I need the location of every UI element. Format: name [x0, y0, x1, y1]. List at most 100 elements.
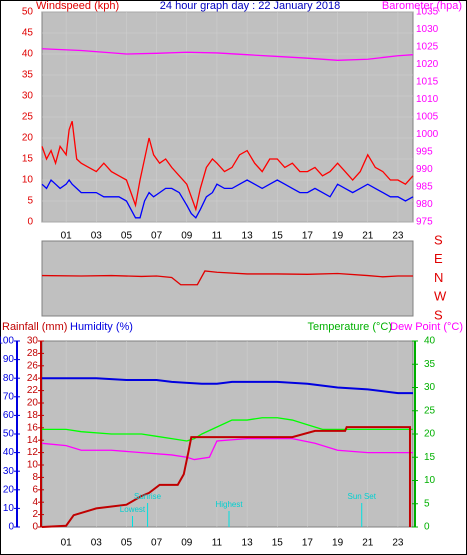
- y-tick-label: 985: [416, 182, 433, 193]
- y-tick-label: 10: [27, 460, 39, 471]
- y-tick-label: 1035: [416, 7, 439, 18]
- y-tick-label: 90: [3, 354, 15, 365]
- series-line: [42, 417, 413, 442]
- y-tick-label: 24: [27, 373, 39, 384]
- x-tick-label: 09: [181, 538, 193, 549]
- series-line: [41, 178, 414, 219]
- y-tick-label: 30: [424, 382, 436, 393]
- y-tick-label: 10: [22, 175, 34, 186]
- y-tick-label: S: [434, 307, 443, 322]
- y-tick-label: 16: [27, 422, 39, 433]
- y-tick-label: 30: [22, 91, 34, 102]
- y-tick-label: 50: [3, 429, 15, 440]
- y-tick-label: N: [434, 270, 443, 285]
- x-tick-label: 01: [61, 231, 73, 242]
- x-tick-label: 05: [121, 231, 133, 242]
- y-tick-label: 35: [22, 70, 34, 81]
- y-tick-label: 20: [3, 484, 15, 495]
- x-tick-label: 21: [362, 538, 374, 549]
- x-tick-label: 01: [61, 538, 73, 549]
- y-tick-label: 0: [424, 522, 430, 533]
- y-tick-label: 25: [424, 405, 436, 416]
- axis-title: Rainfall (mm): [2, 321, 67, 333]
- y-tick-label: 20: [27, 398, 39, 409]
- legend-label: Temperature (°C): [308, 321, 392, 333]
- y-tick-label: 20: [22, 133, 34, 144]
- y-tick-label: 45: [22, 28, 34, 39]
- y-tick-label: 0: [32, 522, 38, 533]
- y-tick-label: 30: [3, 466, 15, 477]
- y-tick-label: 26: [27, 360, 39, 371]
- axis-title: Windspeed (kph): [36, 0, 119, 12]
- x-tick-label: 03: [91, 538, 103, 549]
- annotation: Lowest: [120, 505, 146, 514]
- y-tick-label: 35: [424, 359, 436, 370]
- y-tick-label: 1025: [416, 42, 439, 53]
- y-tick-label: 8: [32, 472, 38, 483]
- y-tick-label: 15: [22, 154, 34, 165]
- y-tick-label: 1000: [416, 129, 439, 140]
- y-tick-label: 50: [22, 7, 34, 18]
- y-tick-label: W: [434, 289, 447, 304]
- axis-title: Humidity (%): [70, 321, 133, 333]
- x-tick-label: 13: [242, 538, 254, 549]
- y-tick-label: 5: [424, 498, 430, 509]
- x-tick-label: 07: [151, 231, 163, 242]
- x-tick-label: 23: [392, 231, 404, 242]
- x-tick-label: 03: [91, 231, 103, 242]
- chart-title: 24 hour graph day : 22 January 2018: [160, 0, 340, 12]
- series-line: [41, 120, 414, 212]
- y-tick-label: 40: [3, 447, 15, 458]
- series-line: [41, 270, 413, 286]
- x-tick-label: 07: [151, 538, 163, 549]
- x-tick-label: 21: [362, 231, 374, 242]
- y-tick-label: 975: [416, 217, 433, 228]
- y-tick-label: 2: [32, 509, 38, 520]
- series-line: [42, 377, 413, 395]
- y-tick-label: 70: [3, 391, 15, 402]
- x-tick-label: 17: [302, 231, 314, 242]
- y-tick-label: 6: [32, 484, 38, 495]
- y-tick-label: 1030: [416, 24, 439, 35]
- x-tick-label: 23: [392, 538, 404, 549]
- y-tick-label: S: [434, 232, 443, 247]
- plot-area: [41, 240, 414, 317]
- x-tick-label: 05: [121, 538, 133, 549]
- x-tick-label: 17: [302, 538, 314, 549]
- series-line: [41, 426, 411, 528]
- y-tick-label: 980: [416, 199, 433, 210]
- x-tick-label: 19: [332, 538, 344, 549]
- y-tick-label: 20: [424, 429, 436, 440]
- y-tick-label: 990: [416, 164, 433, 175]
- y-tick-label: 30: [27, 336, 39, 347]
- x-tick-label: 11: [212, 231, 223, 242]
- series-line: [41, 48, 414, 61]
- x-tick-label: 19: [332, 231, 344, 242]
- annotation: Highest: [215, 500, 243, 509]
- y-tick-label: 12: [27, 447, 39, 458]
- y-tick-label: 22: [27, 385, 39, 396]
- y-tick-label: 40: [22, 49, 34, 60]
- y-tick-label: 25: [22, 112, 34, 123]
- x-tick-label: 15: [272, 538, 284, 549]
- y-tick-label: 14: [27, 435, 39, 446]
- legend-label: Dew Point (°C): [390, 321, 463, 333]
- y-tick-label: 4: [32, 497, 38, 508]
- y-tick-label: 10: [424, 475, 436, 486]
- series-line: [41, 437, 413, 461]
- y-tick-label: 0: [27, 217, 33, 228]
- y-tick-label: 10: [3, 503, 15, 514]
- x-tick-label: 13: [242, 231, 254, 242]
- y-tick-label: 1005: [416, 112, 439, 123]
- y-tick-label: 40: [424, 336, 436, 347]
- y-tick-label: 1015: [416, 77, 439, 88]
- x-tick-label: 15: [272, 231, 284, 242]
- y-tick-label: E: [434, 251, 443, 266]
- y-tick-label: 1010: [416, 94, 439, 105]
- y-tick-label: 15: [424, 452, 436, 463]
- y-tick-label: 28: [27, 348, 39, 359]
- y-tick-label: 5: [27, 196, 33, 207]
- y-tick-label: 1020: [416, 59, 439, 70]
- y-tick-label: 60: [3, 410, 15, 421]
